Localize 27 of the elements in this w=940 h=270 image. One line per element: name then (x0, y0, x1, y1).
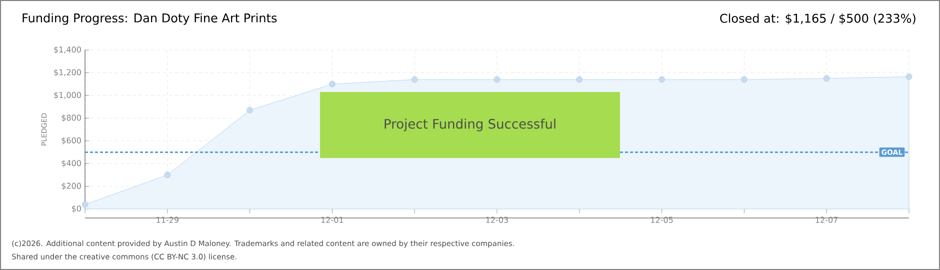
y-tick-label: $400 (62, 160, 81, 168)
point (164, 172, 171, 178)
chart-subtitle: Closed at: $1,165 / $500 (233%) (720, 14, 916, 24)
point (906, 73, 912, 80)
x-tick-label: 12-05 (651, 216, 673, 223)
chart-title: Funding Progress: Dan Doty Fine Art Prints (22, 13, 277, 25)
y-tick-label: $1,400 (54, 46, 81, 54)
point (82, 201, 88, 208)
point (329, 80, 336, 88)
y-tick-label: $0 (72, 205, 81, 213)
point (576, 76, 583, 83)
point (823, 75, 830, 82)
point (246, 106, 254, 114)
y-tick-label: $1,200 (54, 69, 81, 76)
x-tick-label: 12-03 (486, 216, 508, 223)
y-tick-label: $800 (62, 114, 81, 122)
point (658, 76, 665, 83)
x-tick-label: 12-07 (816, 216, 838, 223)
point (411, 76, 418, 83)
y-tick-label: $600 (62, 137, 81, 144)
y-tick-label: $200 (62, 182, 81, 190)
y-tick-label: $1,000 (54, 92, 81, 100)
annotation: Project Funding Successful (384, 118, 556, 132)
point (740, 76, 748, 83)
x-tick-label: 11-29 (156, 216, 178, 223)
point (494, 76, 500, 83)
x-tick-label: 12-01 (321, 216, 344, 223)
